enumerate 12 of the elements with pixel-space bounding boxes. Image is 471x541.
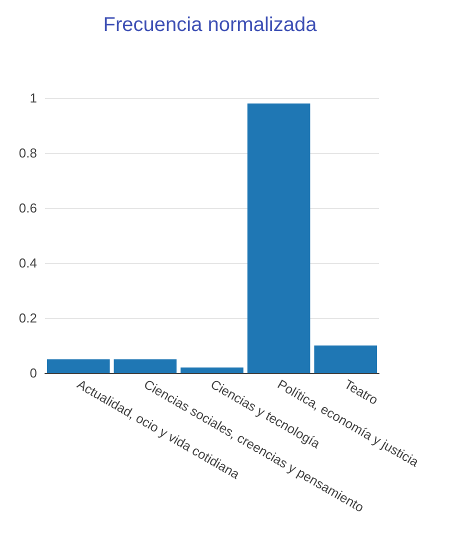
bar — [247, 104, 310, 373]
bar — [314, 346, 377, 373]
y-tick-label: 0.2 — [18, 310, 37, 326]
y-tick-label: 0.6 — [18, 200, 37, 216]
y-tick-label: 0 — [30, 366, 37, 380]
y-tick-label: 0.8 — [18, 146, 37, 160]
y-tick-label: 1 — [30, 90, 37, 106]
chart-title: Frecuencia normalizada — [103, 14, 318, 36]
bar — [47, 359, 110, 373]
bar — [114, 359, 177, 373]
bar — [180, 368, 244, 373]
y-tick-label: 0.4 — [18, 256, 37, 270]
